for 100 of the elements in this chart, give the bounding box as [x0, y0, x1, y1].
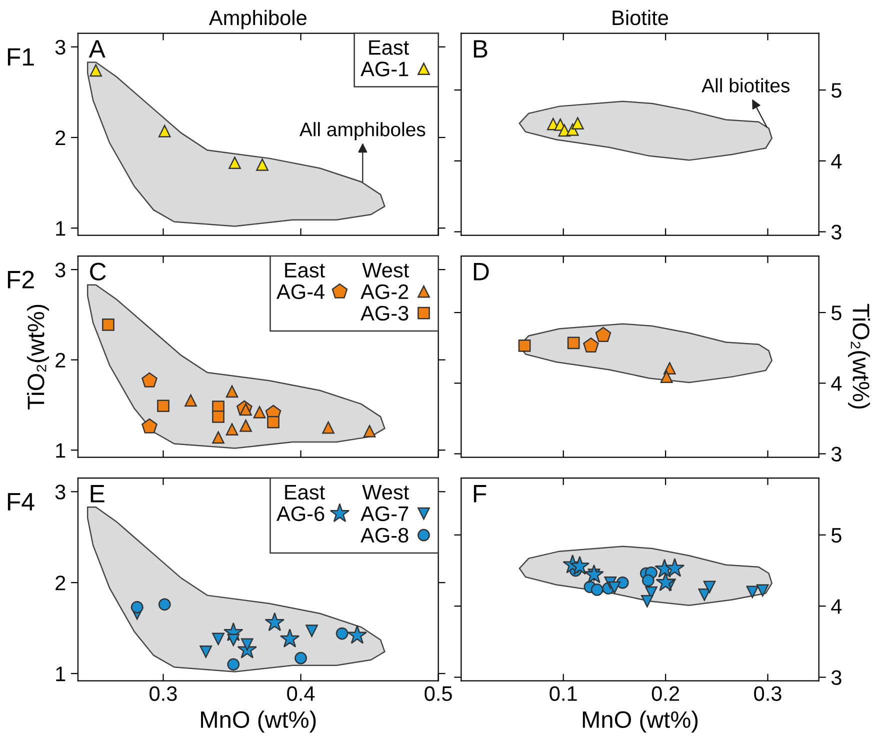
x-tick-label: 0.4: [287, 686, 315, 701]
point: [347, 624, 368, 644]
point: [567, 336, 580, 350]
y-tick-label: 3: [831, 446, 842, 462]
legend-label: AG-1: [360, 62, 408, 76]
point: [102, 318, 114, 331]
point: [583, 337, 599, 353]
point: [226, 385, 238, 398]
y-axis-title: TiO₂(wt%): [27, 304, 50, 410]
x-tick-label: 0.1: [550, 686, 577, 701]
y-tick-label: 1: [56, 221, 66, 236]
chart-title: Amphibole: [208, 10, 306, 30]
y-tick-label: 1: [56, 666, 66, 682]
annotation: E: [90, 485, 104, 502]
y-tick-label: 5: [831, 306, 842, 320]
chart-title: Biotite: [612, 10, 668, 26]
point: [142, 418, 158, 434]
point: [571, 117, 584, 130]
annotation: A: [88, 40, 106, 58]
point: [227, 634, 240, 646]
point: [570, 556, 590, 575]
x-tick-label: 0.2: [652, 686, 679, 701]
point: [256, 158, 268, 171]
legend-label: AG-7: [360, 506, 408, 522]
point: [363, 424, 376, 438]
annotation: West: [362, 485, 410, 500]
y-tick-label: 2: [56, 130, 66, 146]
point: [640, 594, 654, 608]
y-tick-label: 1: [56, 443, 66, 458]
text: F4: [8, 493, 34, 510]
point: [253, 406, 266, 418]
point: [584, 564, 604, 584]
legend-title: East: [285, 485, 325, 500]
point: [322, 421, 334, 434]
point: [184, 394, 197, 407]
point: [228, 156, 241, 170]
point: [267, 416, 280, 428]
y-tick-label: 4: [831, 154, 842, 168]
point: [200, 646, 212, 658]
point: [746, 586, 759, 598]
point: [336, 627, 348, 640]
point: [595, 326, 612, 342]
point: [226, 423, 238, 436]
legend-label: AG-6: [276, 506, 324, 522]
y-tick-label: 3: [55, 484, 66, 500]
point: [157, 400, 170, 412]
y-tick-label: 3: [831, 224, 842, 240]
point: [306, 624, 318, 637]
y-tick-label: 4: [831, 376, 842, 391]
x-tick-label: 0.3: [754, 686, 782, 701]
point: [158, 124, 171, 138]
x-axis-title: MnO (wt%): [582, 710, 698, 733]
y-tick-label: 4: [831, 599, 842, 614]
point: [240, 420, 252, 432]
annotation: D: [474, 262, 489, 280]
annotation: West: [362, 263, 410, 278]
point: [240, 638, 254, 651]
x-tick-label: 0.5: [424, 686, 452, 701]
y-tick-label: 3: [831, 670, 842, 685]
point: [756, 584, 769, 597]
x-tick-label: 0.3: [150, 686, 177, 701]
point: [130, 600, 144, 614]
legend-label: AG-2: [360, 284, 408, 300]
point: [212, 431, 224, 444]
point: [264, 612, 285, 632]
point: [664, 558, 685, 577]
y-axis-title: TiO₂(wt%): [848, 304, 870, 409]
point: [518, 340, 531, 352]
point: [608, 581, 621, 594]
text: F1: [8, 48, 34, 66]
point: [212, 410, 224, 423]
point: [212, 632, 224, 646]
annotation: C: [90, 262, 106, 280]
point: [656, 572, 676, 592]
y-tick-label: 5: [831, 83, 842, 98]
point: [158, 598, 171, 611]
y-tick-label: 3: [55, 262, 66, 278]
annotation: All biotites: [702, 78, 790, 92]
y-tick-label: 5: [831, 528, 842, 543]
x-axis-title: MnO (wt%): [201, 710, 316, 733]
point: [142, 372, 158, 388]
point: [660, 370, 673, 383]
annotation: B: [474, 40, 488, 58]
point: [703, 580, 716, 594]
legend-label: AG-8: [360, 528, 408, 543]
y-tick-label: 2: [56, 576, 66, 590]
legend-label: AG-3: [360, 306, 408, 321]
y-tick-label: 2: [56, 352, 66, 368]
legend-title: East: [369, 40, 410, 55]
annotation: F: [474, 485, 486, 502]
legend-label: AG-4: [276, 284, 325, 300]
text: F2: [8, 270, 34, 288]
point: [294, 652, 307, 664]
point: [90, 64, 102, 77]
point: [280, 628, 300, 648]
point: [642, 574, 654, 587]
annotation: All amphiboles: [299, 122, 426, 140]
y-tick-label: 3: [55, 40, 66, 55]
point: [227, 658, 240, 671]
legend-title: East: [285, 263, 325, 278]
